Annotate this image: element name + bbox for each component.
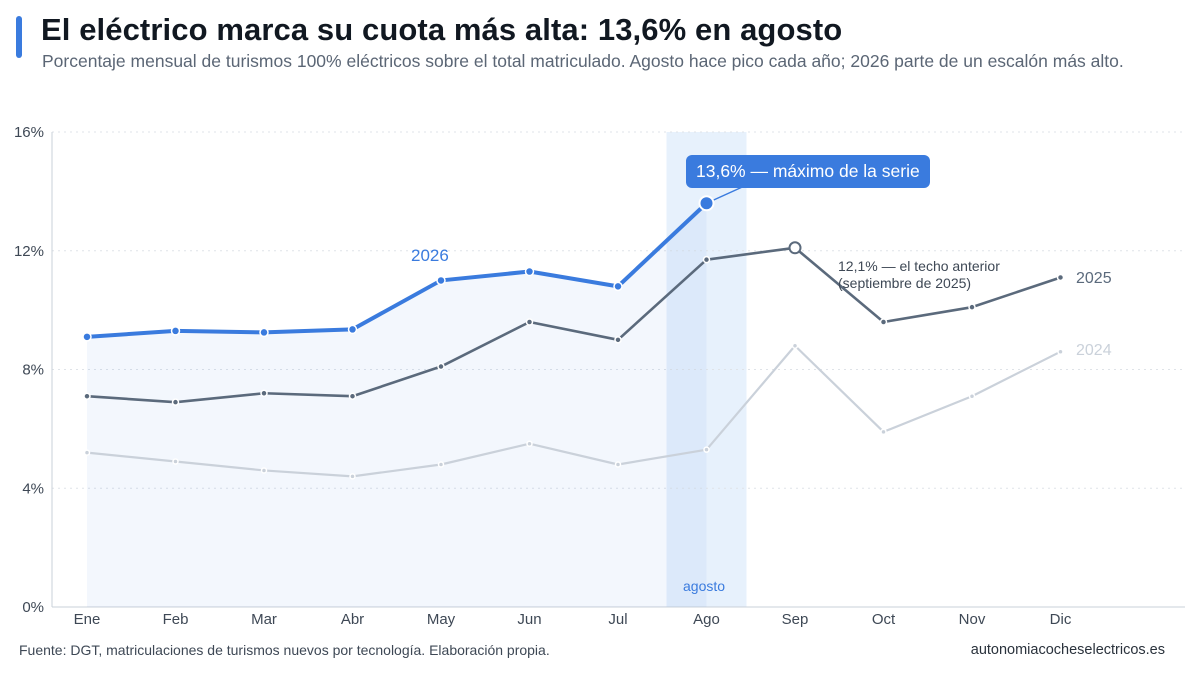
x-tick-label: Feb — [163, 611, 189, 628]
data-point-2024 — [83, 449, 91, 456]
chart-title: El eléctrico marca su cuota más alta: 13… — [41, 12, 843, 47]
data-point-2025 — [1056, 273, 1065, 282]
data-point-2025 — [83, 392, 91, 400]
series-line-2024 — [85, 344, 1062, 478]
data-point-2024 — [968, 392, 976, 400]
data-point-2024 — [880, 428, 887, 436]
data-point-2024 — [614, 461, 622, 468]
data-point-2024 — [260, 467, 268, 474]
data-point-2026 — [524, 266, 535, 277]
chart-subtitle: Porcentaje mensual de turismos 100% eléc… — [42, 51, 1124, 71]
x-tick-label: Nov — [959, 611, 986, 628]
highlight-label-agosto: agosto — [683, 578, 726, 594]
area-2026 — [87, 203, 707, 607]
data-point-2026 — [259, 327, 269, 338]
series-label-2026: 2026 — [411, 246, 449, 265]
x-tick-label: May — [427, 611, 456, 628]
data-point-2026 — [170, 326, 181, 336]
series-line-2026 — [85, 201, 709, 339]
data-point-2024 — [703, 446, 710, 453]
data-point-2025 — [614, 336, 622, 344]
previous-high-marker — [788, 241, 802, 255]
data-point-2025 — [702, 255, 711, 264]
data-point-2025 — [968, 303, 976, 311]
peak-marker — [698, 195, 715, 212]
x-tick-label: Ene — [74, 611, 101, 628]
data-point-2024 — [526, 440, 533, 447]
series-label-2025: 2025 — [1076, 270, 1112, 287]
data-point-2024 — [1057, 348, 1064, 355]
source-note: Fuente: DGT, matriculaciones de turismos… — [19, 642, 550, 658]
data-point-2025 — [437, 362, 445, 371]
x-tick-label: Dic — [1050, 611, 1072, 628]
title-accent-bar — [16, 16, 22, 58]
x-tick-label: Jun — [517, 611, 541, 628]
y-tick-label: 8% — [22, 362, 44, 379]
y-tick-label: 12% — [14, 243, 44, 260]
data-point-2025 — [171, 398, 180, 406]
data-point-2026 — [436, 275, 446, 286]
data-point-2026 — [613, 281, 623, 292]
x-tick-label: Ago — [693, 611, 720, 628]
peak-annotation: 13,6% — máximo de la serie — [686, 155, 930, 188]
series-line-2025 — [85, 246, 1062, 404]
x-tick-label: Abr — [341, 611, 364, 628]
x-tick-label: Oct — [872, 611, 896, 628]
y-tick-label: 0% — [22, 599, 44, 616]
data-point-2025 — [260, 389, 268, 397]
x-tick-label: Sep — [782, 611, 809, 628]
data-point-2024 — [791, 342, 799, 349]
series-label-2024: 2024 — [1076, 342, 1112, 359]
data-point-2026 — [347, 324, 358, 335]
data-point-2025 — [879, 318, 888, 326]
x-tick-label: Mar — [251, 611, 277, 628]
y-tick-label: 4% — [22, 480, 44, 497]
y-tick-label: 16% — [14, 124, 44, 141]
x-tick-label: Jul — [608, 611, 627, 628]
site-credit: autonomiacocheselectricos.es — [970, 642, 1165, 658]
data-point-2025 — [525, 318, 534, 326]
data-point-2024 — [172, 458, 179, 465]
data-point-2024 — [437, 461, 445, 468]
data-point-2025 — [348, 392, 357, 400]
data-point-2024 — [349, 473, 356, 480]
data-point-2026 — [82, 332, 92, 342]
previous-high-annotation: 12,1% — el techo anterior (septiembre de… — [838, 258, 1000, 291]
